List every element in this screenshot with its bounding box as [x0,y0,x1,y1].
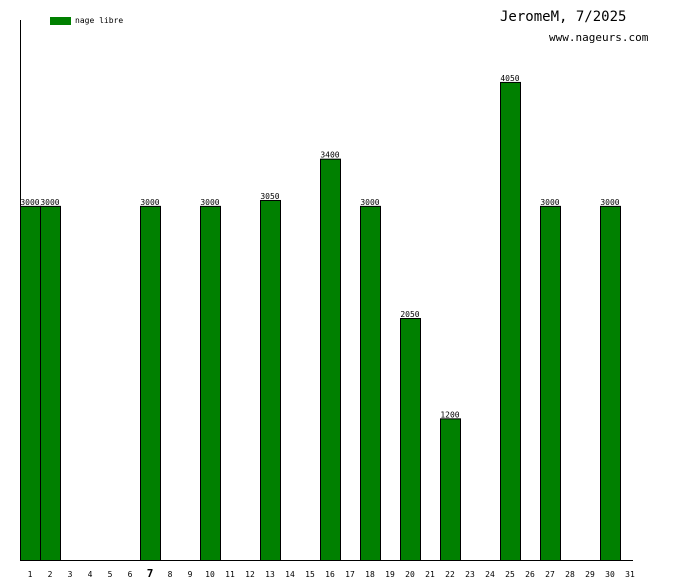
x-tick-label-16: 16 [325,570,335,579]
value-label-day-22: 1200 [440,410,459,419]
value-label-day-25: 4050 [500,74,519,83]
x-tick-label-11: 11 [225,570,235,579]
x-tick-label-12: 12 [245,570,255,579]
bar-day-25 [500,81,521,562]
x-tick-label-13: 13 [265,570,275,579]
value-label-day-10: 3000 [200,198,219,207]
x-tick-label-2: 2 [48,570,53,579]
x-tick-label-9: 9 [188,570,193,579]
x-tick-label-6: 6 [128,570,133,579]
x-tick-label-19: 19 [385,570,395,579]
bar-day-22 [440,418,461,561]
legend: nage libre [50,16,123,25]
x-tick-label-5: 5 [108,570,113,579]
x-tick-label-30: 30 [605,570,615,579]
x-tick-label-7: 7 [147,567,154,580]
bar-day-30 [600,205,621,561]
bar-day-10 [200,205,221,561]
x-tick-label-8: 8 [168,570,173,579]
bars-group [20,81,621,562]
x-tick-labels-group: 1 2 3 4 5 6 7 8 9 10 11 12 13 14 15 16 17 18 19 20 21 22 23 24 2… [28,567,635,580]
chart-title: JeromeM, 7/2025 [500,9,627,25]
value-label-day-2: 3000 [40,198,59,207]
value-label-day-20: 2050 [400,310,419,319]
x-tick-label-22: 22 [445,570,455,579]
x-tick-label-31: 31 [625,570,635,579]
x-tick-label-28: 28 [565,570,575,579]
value-label-day-1: 3000 [20,198,39,207]
x-tick-label-17: 17 [345,570,355,579]
x-tick-label-4: 4 [88,570,93,579]
x-tick-label-18: 18 [365,570,375,579]
legend-swatch [50,16,71,25]
value-label-day-30: 3000 [600,198,619,207]
x-tick-label-10: 10 [205,570,215,579]
x-tick-label-29: 29 [585,570,595,579]
x-tick-label-21: 21 [425,570,435,579]
x-tick-label-1: 1 [28,570,33,579]
chart-subtitle: www.nageurs.com [549,31,649,44]
x-tick-label-14: 14 [285,570,295,579]
x-tick-label-15: 15 [305,570,315,579]
bar-day-1 [20,205,41,561]
bar-day-2 [40,205,61,561]
bar-day-18 [360,205,381,561]
x-tick-label-20: 20 [405,570,415,579]
legend-label: nage libre [75,16,124,25]
value-label-day-27: 3000 [540,198,559,207]
x-tick-label-3: 3 [68,570,73,579]
value-labels-group: 3000 3000 3000 3000305034003000205012004050… [20,74,619,419]
bar-day-27 [540,205,561,561]
x-tick-label-26: 26 [525,570,535,579]
x-tick-label-23: 23 [465,570,475,579]
bar-day-7 [140,205,161,561]
value-label-day-7: 3000 [140,198,159,207]
x-tick-label-25: 25 [505,570,515,579]
value-label-day-18: 3000 [360,198,379,207]
x-tick-label-24: 24 [485,570,495,579]
bar-day-16 [320,158,341,561]
x-tick-label-27: 27 [545,570,555,579]
value-label-day-13: 3050 [260,192,279,201]
bar-day-13 [260,199,281,561]
bar-day-20 [400,318,421,561]
value-label-day-16: 3400 [320,151,339,160]
